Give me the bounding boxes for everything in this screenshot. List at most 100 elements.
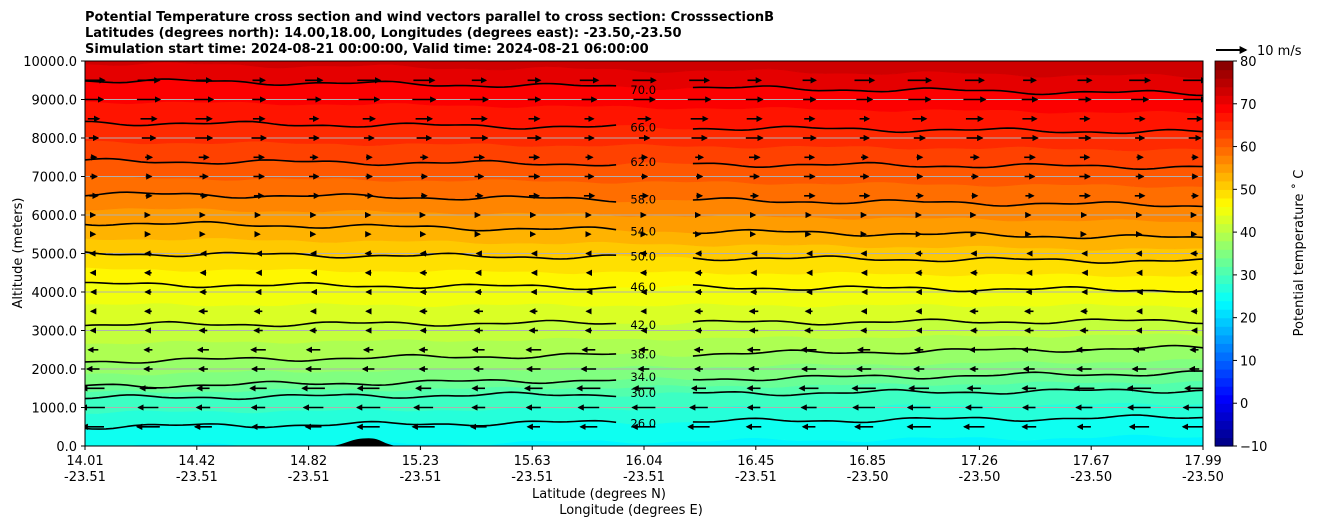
colorbar-segment [1215,274,1233,285]
x-tick-label-lat: 17.26 [961,454,998,469]
y-tick-label: 5000.0 [32,248,78,263]
x-axis: 14.01-23.5114.42-23.5114.82-23.5115.23-2… [64,446,1224,485]
colorbar-segment [1215,369,1233,379]
x-tick-label-lat: 14.42 [178,454,215,469]
colorbar-segment [1215,163,1233,173]
contour-line [85,414,1203,430]
colorbar-tick-label: 60 [1240,141,1257,156]
colorbar-segment [1215,300,1233,310]
colorbar-segment [1215,206,1233,216]
colorbar-segment [1215,317,1233,327]
colorbar-segment [1215,309,1233,319]
title-line-2: Latitudes (degrees north): 14.00,18.00, … [85,26,682,41]
contour-label: 58.0 [630,193,656,207]
x-tick-label-lat: 15.23 [402,454,439,469]
contour-label: 30.0 [630,386,656,400]
y-tick-label: 8000.0 [32,132,78,147]
x-tick-label-lon: -23.50 [958,470,1000,485]
colorbar-segment [1215,326,1233,336]
x-tick-label-lat: 14.01 [66,454,103,469]
y-tick-label: 6000.0 [32,209,78,224]
contour-line [85,370,1203,389]
y-tick-label: 0.0 [56,440,77,455]
x-tick-label-lat: 16.04 [625,454,662,469]
colorbar-segment [1215,377,1233,387]
colorbar-label: Potential temperature ˚ C [1291,170,1307,337]
colorbar-segment [1215,78,1233,88]
contour-line [85,281,1203,293]
colorbar-segment [1215,360,1233,370]
contour-label: 50.0 [630,250,656,264]
wind-vectors [85,77,1203,430]
colorbar-segment [1215,403,1233,413]
y-axis: 0.0 1000.0 2000.0 3000.0 4000.0 5000.0 6000.0 7… [23,55,85,455]
x-tick-label-lat: 17.67 [1073,454,1110,469]
colorbar-tick-label: 10 [1240,354,1257,369]
wind-key: 10 m/s [1216,44,1302,59]
colorbar-tick-label: 30 [1240,269,1257,284]
contour-label: 66.0 [630,120,656,134]
colorbar-segment [1215,69,1233,79]
x-tick-label-lat: 14.82 [290,454,327,469]
colorbar-segment [1215,334,1233,344]
colorbar-segment [1215,189,1233,199]
colorbar-segment [1215,112,1233,122]
colorbar-segment [1215,155,1233,165]
contour-label: 70.0 [630,83,656,97]
colorbar-segment [1215,86,1233,96]
colorbar-segment [1215,266,1233,276]
y-tick-label: 10000.0 [23,55,77,70]
y-tick-label: 1000.0 [32,402,78,417]
y-tick-label: 4000.0 [32,286,78,301]
colorbar-segment [1215,120,1233,131]
colorbar-segment [1215,394,1233,404]
colorbar-segment [1215,223,1233,233]
x-tick-label-lat: 15.63 [514,454,551,469]
colorbar-segment [1215,343,1233,353]
x-tick-label-lon: -23.51 [399,470,441,485]
colorbar-segment [1215,240,1233,250]
plot-area [85,0,1203,446]
x-axis-label-longitude: Longitude (degrees E) [559,503,703,518]
colorbar-segment [1215,386,1233,396]
colorbar-segment [1215,215,1233,225]
colorbar: −10 0 10 20 30 40 50 60 70 80 [1214,55,1267,455]
contour-label: 38.0 [630,348,656,362]
colorbar-tick-label: 40 [1240,226,1257,241]
x-tick-label-lon: -23.50 [1182,470,1224,485]
colorbar-segment [1215,197,1233,208]
x-tick-label-lon: -23.50 [847,470,889,485]
x-tick-label-lon: -23.51 [64,470,106,485]
y-tick-label: 7000.0 [32,171,78,186]
y-tick-label: 9000.0 [32,94,78,109]
y-axis-label: Altitude (meters) [11,198,26,309]
colorbar-segment [1215,180,1233,190]
chart-title: Potential Temperature cross section and … [85,10,774,57]
colorbar-tick-label: 0 [1240,397,1248,412]
temperature-band [85,0,1203,10]
colorbar-segment [1215,172,1233,182]
x-tick-label-lat: 16.45 [737,454,774,469]
contour-label: 42.0 [630,318,656,332]
colorbar-segment [1215,232,1233,242]
colorbar-tick-label: 70 [1240,98,1257,113]
colorbar-segment [1215,437,1233,447]
title-line-1: Potential Temperature cross section and … [85,10,774,25]
colorbar-segment [1215,61,1233,71]
contour-line [85,388,1203,401]
colorbar-segment [1215,146,1233,156]
colorbar-tick-label: 20 [1240,312,1257,327]
colorbar-segment [1215,103,1233,113]
temperature-band [85,61,1203,79]
colorbar-segment [1215,257,1233,267]
x-axis-label: Latitude (degrees N) [532,487,666,502]
colorbar-segment [1215,283,1233,293]
contour-label: 34.0 [630,370,656,384]
colorbar-segment [1215,420,1233,430]
x-tick-label-lon: -23.50 [1070,470,1112,485]
y-tick-label: 2000.0 [32,363,78,378]
colorbar-segment [1215,411,1233,421]
wind-key-label: 10 m/s [1257,44,1302,59]
colorbar-tick-label: 50 [1240,183,1257,198]
contour-lines [85,78,1203,430]
